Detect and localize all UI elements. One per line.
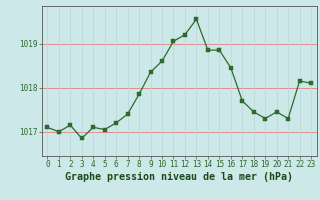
X-axis label: Graphe pression niveau de la mer (hPa): Graphe pression niveau de la mer (hPa): [65, 172, 293, 182]
